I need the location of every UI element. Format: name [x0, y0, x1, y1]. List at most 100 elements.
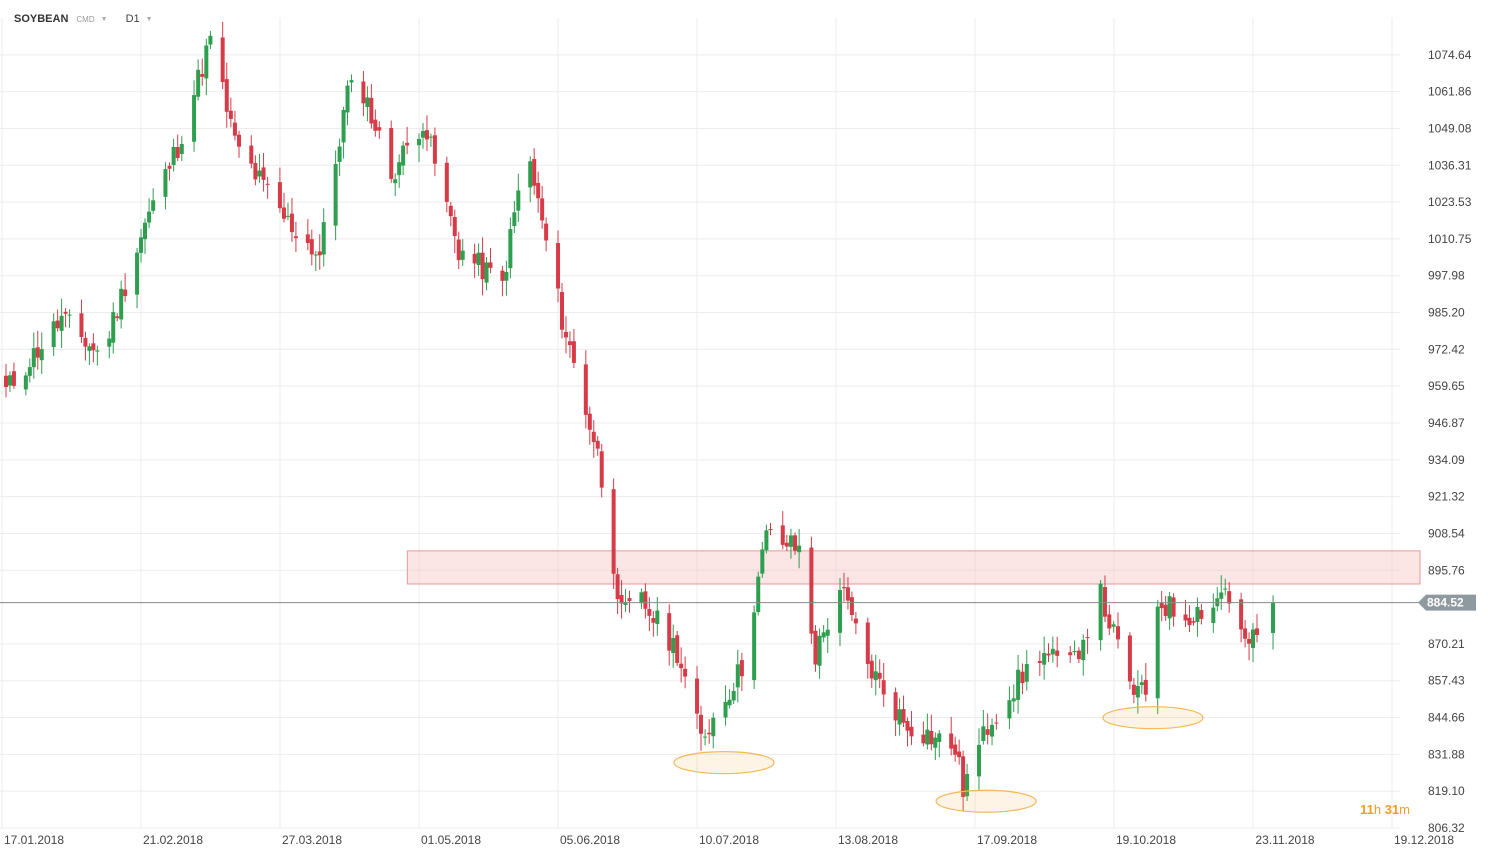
candle	[1111, 620, 1116, 633]
x-axis: 17.01.2018 21.02.2018 27.03.2018 01.05.2018…	[4, 833, 1454, 847]
candle	[417, 133, 422, 163]
candle	[532, 148, 537, 195]
candle	[23, 371, 28, 396]
candle	[985, 713, 990, 745]
candle	[1139, 674, 1144, 694]
x-tick-label: 10.07.2018	[699, 833, 759, 847]
candle	[31, 332, 36, 379]
candle	[817, 628, 822, 679]
resistance-zone-rect	[406, 550, 1421, 585]
candle	[849, 591, 854, 622]
candle	[456, 231, 461, 270]
chevron-down-icon[interactable]: ▼	[100, 15, 108, 23]
candle	[560, 283, 564, 339]
candle	[544, 217, 549, 252]
candle	[760, 542, 765, 578]
candle	[1046, 643, 1051, 663]
candle	[651, 611, 656, 637]
candle	[929, 714, 934, 751]
candle	[321, 208, 326, 267]
candle	[1107, 604, 1112, 636]
candle	[373, 109, 378, 137]
candle	[1116, 612, 1120, 649]
candle	[282, 192, 286, 223]
candle	[1167, 591, 1172, 630]
candle	[965, 763, 970, 802]
candle	[305, 219, 310, 251]
candle	[953, 736, 958, 762]
price-tag-shape	[1418, 594, 1476, 611]
x-tick-label: 05.06.2018	[560, 833, 620, 847]
candle	[1085, 628, 1090, 654]
candle	[237, 130, 242, 158]
resistance-zone	[406, 550, 1421, 585]
candle	[448, 201, 453, 227]
candle	[707, 719, 712, 744]
y-tick-label: 844.66	[1428, 711, 1465, 725]
candle	[869, 654, 874, 688]
candle	[175, 134, 180, 161]
candle	[115, 313, 120, 322]
symbol-name[interactable]: SOYBEAN	[14, 13, 69, 25]
candle	[220, 21, 225, 90]
candle	[937, 730, 942, 758]
y-tick-label: 1010.75	[1428, 232, 1472, 246]
candle	[224, 62, 229, 128]
candle	[163, 162, 168, 210]
candle	[699, 705, 703, 751]
candle	[1135, 670, 1140, 714]
candle	[119, 280, 124, 329]
candle	[1011, 684, 1016, 713]
candle	[540, 185, 545, 229]
candle	[460, 239, 465, 266]
current-price-label: 884.52	[1427, 596, 1464, 610]
candle	[583, 350, 588, 429]
candle	[317, 234, 322, 270]
candle	[655, 597, 660, 636]
candle	[739, 652, 744, 691]
candle	[107, 331, 112, 359]
y-tick-label: 985.20	[1428, 306, 1465, 320]
candle	[333, 150, 338, 241]
y-tick-label: 972.42	[1428, 342, 1465, 356]
candle	[143, 218, 147, 254]
candle	[1007, 686, 1012, 729]
candle	[179, 136, 184, 161]
candle	[111, 302, 116, 354]
candle	[257, 153, 262, 183]
candle	[1076, 647, 1081, 663]
instrument-type-tag: CMD	[76, 14, 95, 24]
candle	[1159, 590, 1164, 622]
y-tick-label: 946.87	[1428, 416, 1465, 430]
candle	[838, 577, 842, 647]
candle	[79, 299, 84, 343]
candle	[480, 237, 485, 296]
candle	[1243, 619, 1248, 648]
candle	[345, 80, 350, 126]
candle	[933, 732, 938, 761]
candle	[591, 420, 596, 458]
candle	[595, 435, 600, 456]
timeframe-selector[interactable]: D1	[125, 13, 140, 25]
chevron-down-icon[interactable]: ▼	[145, 15, 153, 23]
candle	[313, 251, 318, 272]
candle	[853, 611, 858, 635]
y-tick-label: 831.88	[1428, 747, 1465, 761]
candle	[135, 247, 140, 309]
candle	[735, 649, 740, 703]
y-tick-label: 819.10	[1428, 784, 1465, 798]
candle	[1215, 587, 1220, 612]
candle	[675, 630, 680, 666]
candle	[249, 135, 254, 169]
candle	[349, 74, 354, 93]
candle	[1255, 614, 1259, 643]
candle	[1098, 579, 1103, 651]
candle	[265, 176, 270, 199]
candle	[873, 654, 878, 696]
candle	[39, 332, 44, 375]
candle	[147, 198, 152, 229]
candle	[841, 572, 846, 602]
x-tick-label: 19.12.2018	[1394, 833, 1454, 847]
candle	[793, 532, 798, 555]
